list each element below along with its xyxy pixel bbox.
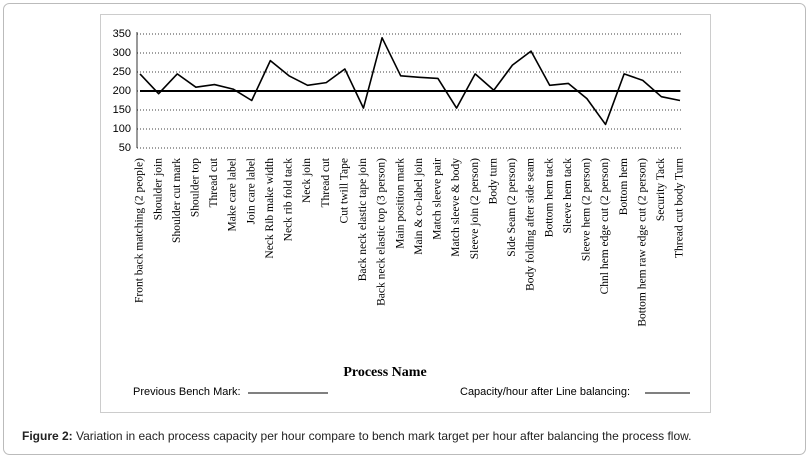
x-tick-label: Make care label [227, 158, 239, 231]
x-tick-label: Shoulder cut mark [171, 158, 183, 243]
x-tick-label: Sleeve hem (2 person) [581, 158, 593, 261]
legend-label: Capacity/hour after Line balancing: [460, 386, 630, 398]
series-line [139, 36, 681, 126]
x-tick-label: Front back matching (2 people) [134, 158, 146, 303]
x-tick-label: Thread cut [320, 157, 332, 207]
y-tick-label: 50 [119, 142, 131, 154]
legend-label: Previous Bench Mark: [133, 386, 241, 398]
x-tick-label: Sleeve join (2 person) [469, 158, 481, 259]
x-tick-label: Main position mark [394, 158, 406, 249]
x-tick-label: Security Tack [655, 158, 667, 221]
x-tick-label: Neck rib fold tack [283, 158, 295, 242]
x-tick-label: Match sleeve & body [450, 158, 462, 257]
caption-label: Figure 2: [22, 429, 73, 443]
x-tick-label: Neck join [301, 158, 313, 203]
x-tick-label: Bottom hem [618, 158, 630, 215]
x-tick-label: Chnl hem edge cut (2 person) [599, 158, 611, 295]
x-tick-label: Bottom hem raw edge cut (2 person) [636, 158, 648, 327]
x-tick-label: Join care label [245, 158, 257, 224]
y-tick-label: 250 [113, 66, 131, 78]
chart-frame [100, 14, 711, 413]
x-tick-label: Back neck elastic top (3 person) [376, 158, 388, 306]
x-tick-label: Bottom hem tack [543, 158, 555, 237]
caption-text: Variation in each process capacity per h… [76, 429, 692, 443]
x-tick-label: Cut twill Tape [338, 158, 350, 223]
caption: Figure 2: Variation in each process capa… [22, 429, 691, 443]
x-tick-label: Neck Rib make width [264, 158, 276, 259]
y-tick-label: 200 [113, 85, 131, 97]
y-tick-label: 350 [113, 28, 131, 40]
y-tick-label: 300 [113, 47, 131, 59]
x-tick-label: Thread cut [208, 157, 220, 207]
x-tick-label: Sleeve hem tack [562, 158, 574, 234]
x-tick-label: Back neck elastic tape join [357, 158, 369, 282]
x-tick-label: Thread cut body Turn [674, 158, 686, 258]
x-tick-label: Match sleeve pair [432, 158, 444, 240]
x-tick-label: Body turn [487, 158, 499, 205]
x-tick-label: Shoulder top [190, 158, 202, 217]
x-tick-label: Body folding after side seam [525, 158, 537, 291]
x-tick-label: Shoulder join [152, 158, 164, 221]
y-tick-label: 100 [113, 123, 131, 135]
x-axis-title: Process Name [343, 365, 426, 380]
x-tick-label: Side Seam (2 person) [506, 158, 518, 257]
x-tick-label: Main & co-label join [413, 158, 425, 255]
y-tick-label: 150 [113, 104, 131, 116]
